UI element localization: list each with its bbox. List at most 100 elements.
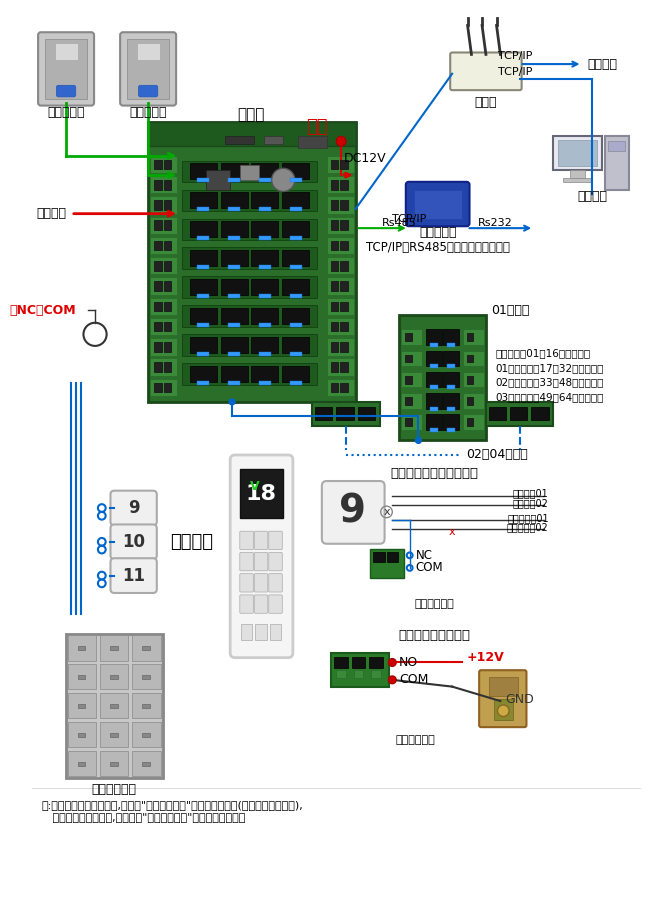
Bar bbox=[164, 221, 172, 230]
Bar bbox=[327, 379, 354, 396]
Bar bbox=[282, 280, 309, 295]
Bar bbox=[401, 372, 423, 388]
Bar bbox=[154, 301, 162, 311]
Bar bbox=[369, 656, 383, 668]
Bar bbox=[154, 241, 162, 251]
Bar bbox=[252, 308, 278, 324]
Circle shape bbox=[497, 705, 509, 716]
FancyBboxPatch shape bbox=[254, 531, 268, 549]
Bar bbox=[467, 333, 473, 341]
Bar bbox=[443, 330, 459, 345]
Bar bbox=[32, 788, 640, 836]
Text: 按键灯线02: 按键灯线02 bbox=[513, 498, 549, 508]
Bar bbox=[190, 163, 216, 179]
Bar bbox=[154, 382, 162, 392]
Text: V: V bbox=[250, 480, 259, 493]
Bar bbox=[252, 366, 278, 381]
FancyBboxPatch shape bbox=[38, 32, 94, 105]
FancyBboxPatch shape bbox=[268, 595, 282, 613]
Bar bbox=[467, 397, 473, 405]
Bar bbox=[270, 624, 281, 640]
Bar bbox=[336, 407, 354, 420]
Text: 电梯键盘: 电梯键盘 bbox=[170, 533, 213, 551]
Bar bbox=[100, 694, 129, 718]
Bar bbox=[282, 163, 309, 179]
Bar bbox=[331, 342, 338, 351]
Bar bbox=[290, 207, 302, 211]
Bar bbox=[331, 281, 338, 291]
Bar bbox=[154, 160, 162, 169]
Text: 键盘读卡器: 键盘读卡器 bbox=[129, 106, 167, 119]
Bar bbox=[290, 265, 302, 269]
Bar bbox=[315, 407, 332, 420]
Bar bbox=[252, 163, 278, 179]
Bar bbox=[154, 321, 162, 331]
Bar bbox=[426, 372, 441, 388]
FancyBboxPatch shape bbox=[111, 490, 157, 526]
Bar bbox=[164, 261, 172, 271]
Bar bbox=[340, 221, 348, 230]
Bar bbox=[426, 350, 441, 366]
Bar bbox=[100, 722, 129, 747]
Bar bbox=[430, 407, 437, 410]
Bar bbox=[327, 318, 354, 335]
Bar bbox=[252, 222, 278, 237]
Bar bbox=[259, 294, 270, 298]
FancyBboxPatch shape bbox=[268, 552, 282, 571]
Bar bbox=[259, 178, 270, 182]
Bar bbox=[282, 251, 309, 266]
Text: 控制柜锁的接线方法: 控制柜锁的接线方法 bbox=[398, 629, 471, 642]
Bar bbox=[182, 334, 317, 356]
Bar bbox=[387, 552, 398, 562]
Bar bbox=[331, 382, 338, 392]
Bar bbox=[133, 636, 161, 660]
Text: TCP/IP: TCP/IP bbox=[498, 67, 532, 77]
Bar bbox=[77, 704, 85, 708]
Bar bbox=[150, 338, 177, 356]
Bar bbox=[182, 219, 317, 240]
Bar bbox=[373, 552, 385, 562]
Bar bbox=[443, 350, 459, 366]
Bar bbox=[164, 180, 172, 190]
Bar bbox=[190, 222, 216, 237]
Bar bbox=[401, 330, 423, 345]
Bar bbox=[150, 176, 177, 193]
Bar bbox=[220, 222, 248, 237]
Bar bbox=[467, 419, 473, 426]
Text: DC12V: DC12V bbox=[344, 153, 387, 165]
Bar bbox=[327, 156, 354, 173]
Text: NC: NC bbox=[415, 548, 432, 562]
Bar bbox=[110, 704, 118, 708]
Bar bbox=[150, 318, 177, 335]
Text: 按键信号线01: 按键信号线01 bbox=[507, 513, 549, 523]
Circle shape bbox=[389, 658, 396, 666]
Bar bbox=[198, 236, 209, 240]
Bar bbox=[55, 43, 77, 60]
Bar bbox=[331, 261, 338, 271]
Bar bbox=[142, 675, 150, 679]
FancyBboxPatch shape bbox=[240, 574, 254, 592]
Bar bbox=[332, 653, 389, 686]
Bar bbox=[240, 469, 283, 518]
Bar bbox=[264, 136, 283, 144]
Bar bbox=[340, 180, 348, 190]
Bar bbox=[463, 330, 484, 345]
Bar bbox=[298, 136, 327, 148]
Text: 02扩展板支持33至48号控制输出: 02扩展板支持33至48号控制输出 bbox=[495, 378, 604, 388]
Text: 控制电梯按键的接线方法: 控制电梯按键的接线方法 bbox=[391, 467, 479, 479]
Bar bbox=[608, 142, 625, 151]
FancyBboxPatch shape bbox=[57, 85, 76, 97]
Bar bbox=[182, 305, 317, 327]
Bar bbox=[198, 294, 209, 298]
FancyBboxPatch shape bbox=[240, 531, 254, 549]
Bar bbox=[489, 407, 506, 420]
Bar bbox=[489, 677, 518, 696]
Bar bbox=[77, 762, 85, 765]
Bar bbox=[150, 298, 177, 315]
Bar bbox=[430, 364, 437, 368]
Text: TCP/IP与RS485只能用一种通信方式: TCP/IP与RS485只能用一种通信方式 bbox=[366, 241, 510, 254]
Text: 11: 11 bbox=[122, 567, 145, 585]
Bar bbox=[405, 376, 411, 383]
Text: 控制输出端口: 控制输出端口 bbox=[415, 598, 454, 608]
Bar bbox=[182, 363, 317, 384]
